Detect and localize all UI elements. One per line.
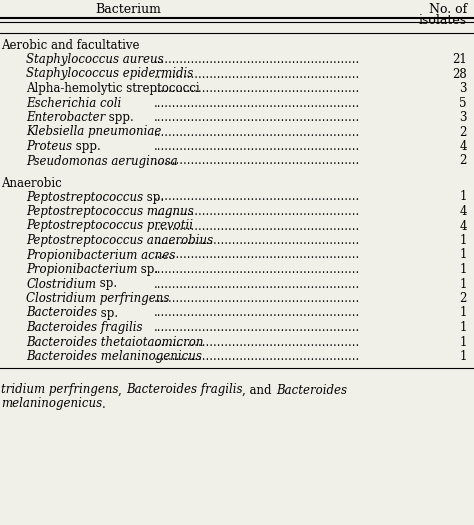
Text: .......................................................: ........................................… <box>154 97 360 110</box>
Text: .......................................................: ........................................… <box>154 335 360 349</box>
Text: 1: 1 <box>459 307 467 320</box>
Text: .......................................................: ........................................… <box>154 205 360 218</box>
Text: .......................................................: ........................................… <box>154 278 360 290</box>
Text: .: . <box>102 397 106 411</box>
Text: .......................................................: ........................................… <box>154 321 360 334</box>
Text: 1: 1 <box>459 248 467 261</box>
Text: Peptostreptococcus magnus: Peptostreptococcus magnus <box>26 205 194 218</box>
Text: Propionibacterium acnes: Propionibacterium acnes <box>26 248 175 261</box>
Text: Aerobic and facultative: Aerobic and facultative <box>1 39 139 52</box>
Text: .......................................................: ........................................… <box>154 292 360 305</box>
Text: 1: 1 <box>459 234 467 247</box>
Text: .......................................................: ........................................… <box>154 111 360 124</box>
Text: Alpha-hemolytic streptococci: Alpha-hemolytic streptococci <box>26 82 200 95</box>
Text: .......................................................: ........................................… <box>154 154 360 167</box>
Text: Klebsiella pneumoniae: Klebsiella pneumoniae <box>26 125 162 139</box>
Text: Bacteroides fragilis: Bacteroides fragilis <box>126 383 242 396</box>
Text: 4: 4 <box>459 219 467 233</box>
Text: 1: 1 <box>459 350 467 363</box>
Text: No. of: No. of <box>428 3 467 16</box>
Text: .......................................................: ........................................… <box>154 53 360 66</box>
Text: Staphylococcus aureus: Staphylococcus aureus <box>26 53 164 66</box>
Text: 21: 21 <box>452 53 467 66</box>
Text: .......................................................: ........................................… <box>154 140 360 153</box>
Text: .......................................................: ........................................… <box>154 68 360 80</box>
Text: Anaerobic: Anaerobic <box>1 177 62 190</box>
Text: 2: 2 <box>459 125 467 139</box>
Text: Bacteroides thetaiotaomicron: Bacteroides thetaiotaomicron <box>26 335 203 349</box>
Text: Bacterium: Bacterium <box>95 3 161 16</box>
Text: Propionibacterium: Propionibacterium <box>26 263 137 276</box>
Text: Clostridium: Clostridium <box>26 278 96 290</box>
Text: sp.: sp. <box>97 307 118 320</box>
Text: .......................................................: ........................................… <box>154 219 360 233</box>
Text: Bacteroides fragilis: Bacteroides fragilis <box>26 321 143 334</box>
Text: 28: 28 <box>452 68 467 80</box>
Text: isolates: isolates <box>419 14 467 27</box>
Text: 1: 1 <box>459 321 467 334</box>
Text: Proteus: Proteus <box>26 140 72 153</box>
Text: spp.: spp. <box>72 140 101 153</box>
Text: sp.: sp. <box>96 278 117 290</box>
Text: 5: 5 <box>459 97 467 110</box>
Text: sp.: sp. <box>143 191 164 204</box>
Text: melaninogenicus: melaninogenicus <box>1 397 102 411</box>
Text: .......................................................: ........................................… <box>154 234 360 247</box>
Text: Bacteroides melaninogenicus: Bacteroides melaninogenicus <box>26 350 202 363</box>
Text: 3: 3 <box>459 111 467 124</box>
Text: .......................................................: ........................................… <box>154 307 360 320</box>
Text: 2: 2 <box>459 292 467 305</box>
Text: 2: 2 <box>459 154 467 167</box>
Text: Enterobacter: Enterobacter <box>26 111 105 124</box>
Text: Peptostreptococcus: Peptostreptococcus <box>26 191 143 204</box>
Text: 3: 3 <box>459 82 467 95</box>
Text: tridium perfringens: tridium perfringens <box>1 383 118 396</box>
Text: sp.: sp. <box>137 263 159 276</box>
Text: Clostridium perfringens: Clostridium perfringens <box>26 292 169 305</box>
Text: .......................................................: ........................................… <box>154 82 360 95</box>
Text: 1: 1 <box>459 278 467 290</box>
Text: .......................................................: ........................................… <box>154 248 360 261</box>
Text: .......................................................: ........................................… <box>154 350 360 363</box>
Text: Peptostreptococcus anaerobius: Peptostreptococcus anaerobius <box>26 234 213 247</box>
Text: ,: , <box>118 383 126 396</box>
Text: .......................................................: ........................................… <box>154 263 360 276</box>
Text: Pseudomonas aeruginosa: Pseudomonas aeruginosa <box>26 154 178 167</box>
Text: spp.: spp. <box>105 111 134 124</box>
Text: .......................................................: ........................................… <box>154 125 360 139</box>
Text: Bacteroides: Bacteroides <box>276 383 346 396</box>
Text: Peptostreptococcus prevotii: Peptostreptococcus prevotii <box>26 219 193 233</box>
Text: , and: , and <box>242 383 276 396</box>
Text: Bacteroides: Bacteroides <box>26 307 97 320</box>
Text: 1: 1 <box>459 335 467 349</box>
Text: Staphylococcus epidermidis: Staphylococcus epidermidis <box>26 68 193 80</box>
Text: .......................................................: ........................................… <box>154 191 360 204</box>
Text: Escherichia coli: Escherichia coli <box>26 97 121 110</box>
Text: 1: 1 <box>459 263 467 276</box>
Text: 4: 4 <box>459 140 467 153</box>
Text: 1: 1 <box>459 191 467 204</box>
Text: 4: 4 <box>459 205 467 218</box>
